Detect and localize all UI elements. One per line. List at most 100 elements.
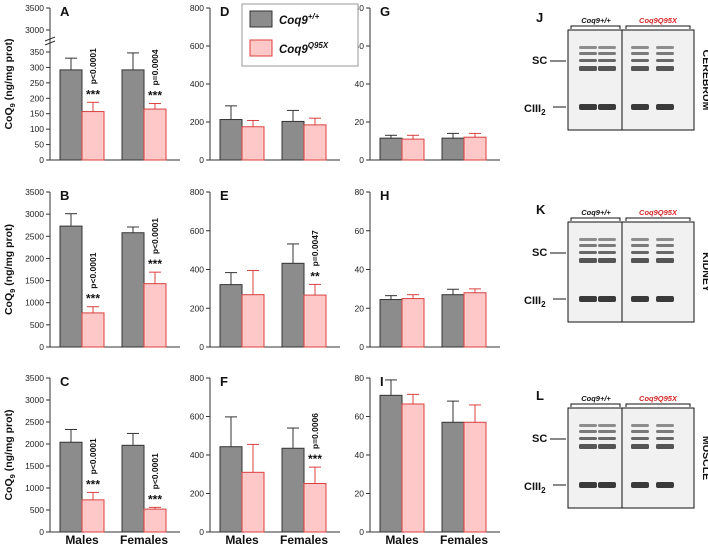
chart-panel-c: 0 500 1000 1500 2000 2500 3000 3500 C CoQ9 (ng/mg… <box>3 373 180 546</box>
y-tick-label: 600 <box>190 226 204 236</box>
blot-band-sc <box>579 424 597 427</box>
bar-mut-males <box>81 111 105 161</box>
y-tick-label: 400 <box>190 79 204 89</box>
y-tick-label: 500 <box>30 320 44 330</box>
blot-band-sc <box>598 244 616 247</box>
y-tick-label: 3500 <box>25 187 44 197</box>
bar-wt-females <box>281 120 305 161</box>
y-tick-label: 60 <box>355 226 365 236</box>
y-tick-label: 800 <box>190 3 204 13</box>
y-axis-label: CoQ9 (ng/mg prot) <box>3 409 17 500</box>
bar-mut-females <box>143 283 167 348</box>
panel-letter: K <box>536 202 546 217</box>
y-tick-label: 0 <box>199 342 204 352</box>
blot-bracket-mut <box>625 217 691 221</box>
bar-wt-females <box>121 232 145 348</box>
bar-wt-males <box>379 299 403 348</box>
bar-mut-males <box>401 138 425 161</box>
y-tick-label: 0 <box>39 342 44 352</box>
y-tick-label: 2500 <box>25 417 44 427</box>
significance-stars: *** <box>308 452 322 466</box>
panel-letter: A <box>60 4 70 19</box>
blot-panel-kidney: K Coq9+/+ Coq9Q95X SC CIII2 KIDNEY <box>524 202 708 323</box>
y-tick-label: 0 <box>39 155 44 165</box>
significance-stars: ** <box>310 269 320 283</box>
blot-band-sc <box>631 424 649 427</box>
chart-panel-b: 0 500 1000 1500 2000 2500 3000 3500 B CoQ9 (ng/mg… <box>3 187 180 352</box>
blot-band-sc <box>631 244 649 247</box>
blot-band-sc <box>598 424 616 427</box>
blot-band-sc <box>656 46 674 49</box>
significance-stars: *** <box>148 89 162 103</box>
blot-band-sc <box>656 238 674 241</box>
blot-band-sc <box>631 66 649 71</box>
y-tick-label: 3000 <box>25 25 44 35</box>
p-value-label: p<0.0001 <box>88 438 98 474</box>
blot-band-ciii <box>579 296 597 302</box>
panel-letter: G <box>380 4 390 19</box>
axis-break-mark <box>44 36 56 42</box>
chart-panel-h: 0 20 40 60 80 H <box>355 187 500 352</box>
bar-mut-males <box>241 471 265 533</box>
panel-letter: I <box>380 374 384 389</box>
y-tick-label: 1000 <box>25 483 44 493</box>
blot-label-wt: Coq9+/+ <box>581 394 611 403</box>
y-tick-label: 600 <box>190 412 204 422</box>
y-tick-label: 80 <box>355 3 365 13</box>
y-tick-label: 200 <box>30 93 44 103</box>
panel-letter: C <box>60 374 70 389</box>
blot-label-wt: Coq9+/+ <box>581 208 611 217</box>
legend-label-mut: Coq9Q95X <box>279 41 329 56</box>
y-tick-label: 3000 <box>25 395 44 405</box>
bar-wt-males <box>219 284 243 348</box>
bar-wt-females <box>121 444 145 533</box>
y-tick-label: 200 <box>190 489 204 499</box>
blot-bracket-wt <box>570 217 621 221</box>
axis-break-mark <box>44 40 56 46</box>
bar-wt-males <box>59 225 83 348</box>
blot-band-sc <box>579 444 597 449</box>
y-tick-label: 50 <box>35 140 45 150</box>
blot-band-sc <box>631 59 649 62</box>
blot-band-sc <box>656 244 674 247</box>
legend-label-wt: Coq9+/+ <box>279 12 320 27</box>
panel-letter: F <box>220 374 228 389</box>
y-tick-label: 40 <box>355 265 365 275</box>
y-tick-label: 0 <box>359 342 364 352</box>
tissue-label: MUSCLE <box>700 436 708 480</box>
y-axis-label: CoQ9 (ng/mg prot) <box>3 38 17 129</box>
blot-band-sc <box>598 430 616 433</box>
bar-mut-females <box>303 294 327 348</box>
x-category-label: Females <box>120 533 168 546</box>
blot-band-sc <box>579 251 597 254</box>
bar-wt-males <box>379 137 403 161</box>
blot-band-ciii <box>598 104 616 110</box>
y-tick-label: 250 <box>30 78 44 88</box>
panel-letter: L <box>536 388 544 403</box>
bar-mut-females <box>463 292 487 348</box>
bar-wt-females <box>281 262 305 348</box>
y-tick-label: 1500 <box>25 461 44 471</box>
blot-label-sc: SC <box>532 247 547 259</box>
bar-wt-females <box>281 447 305 533</box>
x-category-label: Males <box>65 533 99 546</box>
blot-band-sc <box>631 46 649 49</box>
bar-wt-males <box>219 446 243 533</box>
blot-band-sc <box>656 437 674 440</box>
y-tick-label: 100 <box>30 124 44 134</box>
bar-mut-females <box>143 508 167 533</box>
blot-band-sc <box>579 238 597 241</box>
blot-band-sc <box>579 66 597 71</box>
blot-bracket-mut <box>625 25 691 29</box>
blot-band-sc <box>656 424 674 427</box>
bar-mut-females <box>463 421 487 533</box>
bar-mut-males <box>241 294 265 348</box>
y-tick-label: 600 <box>190 41 204 51</box>
blot-band-sc <box>598 258 616 263</box>
panel-letter: E <box>220 188 229 203</box>
y-tick-label: 0 <box>199 155 204 165</box>
significance-stars: *** <box>148 492 162 506</box>
chart-panel-i: 0 20 40 60 80 I Males Females <box>355 373 500 546</box>
blot-band-sc <box>598 52 616 55</box>
bar-wt-females <box>441 421 465 533</box>
